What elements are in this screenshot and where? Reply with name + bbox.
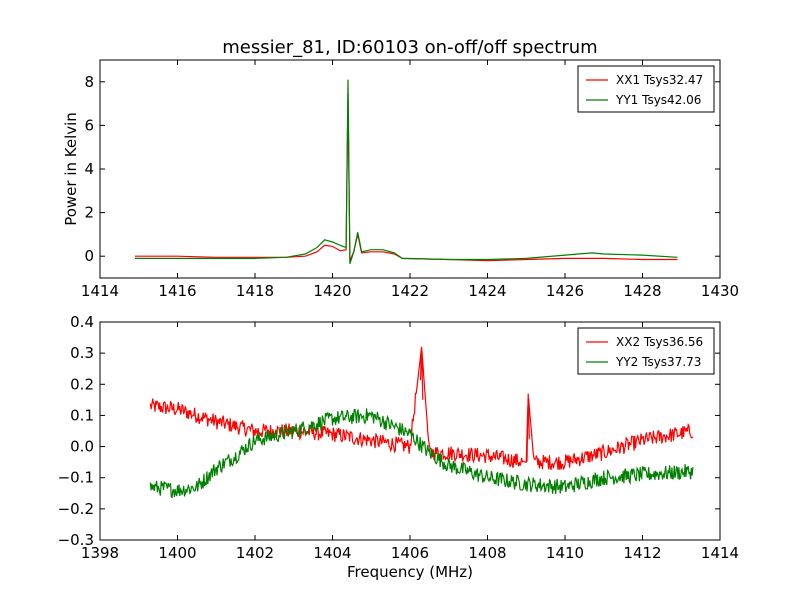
top-y-axis-label: Power in Kelvin bbox=[62, 112, 80, 226]
legend-box bbox=[577, 327, 715, 375]
legend-entry: YY2 Tsys37.73 bbox=[615, 355, 701, 369]
x-tick-label: 1422 bbox=[391, 282, 429, 300]
y-tick-label: 6 bbox=[84, 116, 94, 134]
x-tick-label: 1428 bbox=[623, 282, 661, 300]
bottom-x-axis-label: Frequency (MHz) bbox=[347, 563, 473, 581]
x-tick-label: 1414 bbox=[81, 282, 119, 300]
y-tick-label: 0.3 bbox=[70, 344, 94, 362]
y-tick-label: −0.1 bbox=[58, 469, 94, 487]
x-tick-label: 1426 bbox=[546, 282, 584, 300]
x-tick-label: 1430 bbox=[701, 282, 739, 300]
y-tick-label: 0.0 bbox=[70, 438, 94, 456]
bottom-series-lines bbox=[149, 346, 694, 499]
series-line-xx1 bbox=[134, 92, 678, 262]
bottom-spectrum-panel: 1398 1400 1402 1404 1406 1408 1410 1412 1414 −0.3… bbox=[58, 313, 740, 581]
x-tick-label: 1424 bbox=[468, 282, 506, 300]
top-spectrum-panel: 1414 1416 1418 1420 1422 1424 1426 1428 1430 0 2 4 6… bbox=[62, 59, 739, 300]
legend-entry: YY1 Tsys42.06 bbox=[615, 93, 701, 107]
x-tick-label: 1406 bbox=[391, 544, 429, 562]
legend-box bbox=[577, 65, 715, 113]
y-tick-label: 0.1 bbox=[70, 406, 94, 424]
top-series-lines bbox=[134, 79, 678, 264]
y-tick-label: 2 bbox=[84, 204, 94, 222]
x-tick-label: 1398 bbox=[81, 544, 119, 562]
y-tick-label: 8 bbox=[84, 73, 94, 91]
y-tick-label: −0.3 bbox=[58, 531, 94, 549]
y-tick-label: −0.2 bbox=[58, 500, 94, 518]
x-tick-label: 1416 bbox=[158, 282, 196, 300]
x-tick-label: 1414 bbox=[701, 544, 739, 562]
series-line-yy2 bbox=[149, 408, 694, 499]
x-tick-label: 1404 bbox=[313, 544, 351, 562]
y-tick-label: 0.4 bbox=[70, 313, 94, 331]
bottom-axis-ticks: 1398 1400 1402 1404 1406 1408 1410 1412 1414 −0.3… bbox=[58, 313, 740, 562]
x-tick-label: 1402 bbox=[236, 544, 274, 562]
x-tick-label: 1408 bbox=[468, 544, 506, 562]
series-line-yy1 bbox=[134, 79, 678, 264]
series-line-xx2 bbox=[149, 346, 694, 471]
chart-title: messier_81, ID:60103 on-off/off spectrum bbox=[222, 37, 597, 58]
legend-entry: XX1 Tsys32.47 bbox=[616, 73, 703, 87]
y-tick-label: 0.2 bbox=[70, 375, 94, 393]
y-tick-label: 0 bbox=[84, 247, 94, 265]
top-legend: XX1 Tsys32.47 YY1 Tsys42.06 bbox=[577, 65, 715, 113]
top-axis-ticks: 1414 1416 1418 1420 1422 1424 1426 1428 1430 0 2 4 6… bbox=[81, 60, 739, 300]
x-tick-label: 1418 bbox=[236, 282, 274, 300]
bottom-legend: XX2 Tsys36.56 YY2 Tsys37.73 bbox=[577, 327, 715, 375]
x-tick-label: 1412 bbox=[623, 544, 661, 562]
legend-entry: XX2 Tsys36.56 bbox=[616, 335, 703, 349]
y-tick-label: 4 bbox=[84, 160, 94, 178]
x-tick-label: 1400 bbox=[158, 544, 196, 562]
x-tick-label: 1410 bbox=[546, 544, 584, 562]
x-tick-label: 1420 bbox=[313, 282, 351, 300]
